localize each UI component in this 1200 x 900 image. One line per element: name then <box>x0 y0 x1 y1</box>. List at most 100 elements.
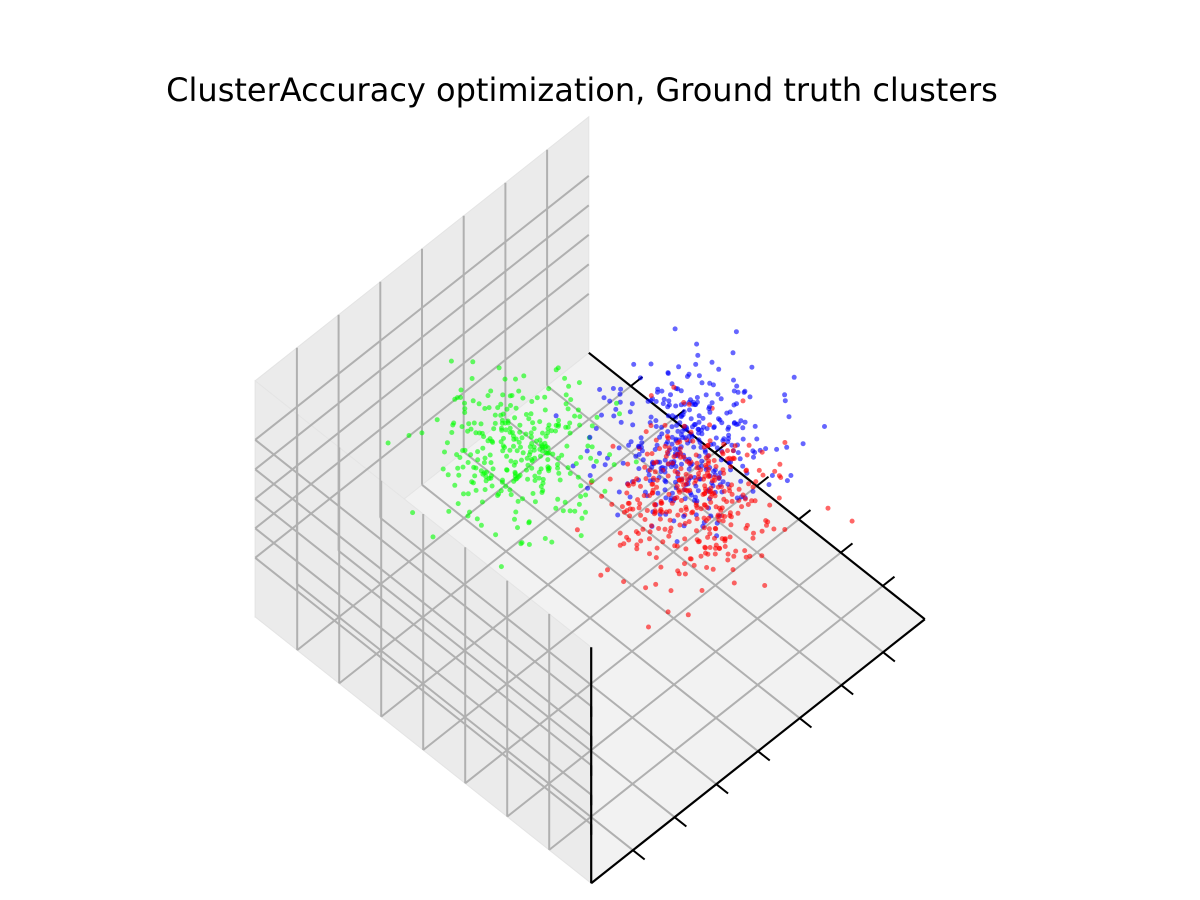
gridline-floor-y <box>337 550 676 818</box>
chart-title: ClusterAccuracy optimization, Ground tru… <box>166 71 998 109</box>
scatter-point <box>669 500 675 506</box>
gridline-z-ywall <box>254 468 592 737</box>
scatter-point <box>534 395 540 401</box>
scatter-point <box>462 406 468 412</box>
scatter-point <box>762 583 768 588</box>
scatter-point <box>693 502 699 508</box>
scatter-point <box>699 588 705 593</box>
scatter-point <box>713 435 719 441</box>
scatter-point <box>731 580 737 586</box>
scatter-point <box>540 430 545 436</box>
scatter-point <box>583 492 589 498</box>
scatter-point <box>477 430 482 436</box>
scatter-point <box>777 461 783 467</box>
scatter-point <box>731 388 737 394</box>
scatter-point <box>579 515 585 521</box>
scatter-point <box>542 394 548 400</box>
scatter-point <box>683 487 689 493</box>
scatter-point <box>520 395 526 401</box>
scatter-point <box>555 462 560 467</box>
scatter-point <box>694 460 700 466</box>
scatter-point <box>693 402 699 408</box>
scatter-point <box>624 490 630 496</box>
y-tick <box>799 717 813 729</box>
scatter-point <box>662 487 668 493</box>
scatter-point <box>692 494 698 500</box>
scatter-point <box>546 465 552 471</box>
scatter-point <box>526 520 532 526</box>
scatter-point <box>475 457 481 463</box>
scatter-point <box>740 398 746 404</box>
scatter-point <box>502 420 508 426</box>
scatter-point <box>562 375 568 381</box>
scatter-point <box>671 518 677 524</box>
scatter-point <box>709 359 715 365</box>
scatter-point <box>565 465 571 471</box>
scatter-point <box>668 588 674 594</box>
scatter-point <box>643 476 649 482</box>
scatter-point <box>406 433 412 438</box>
scatter-point <box>679 461 684 467</box>
scatter-point <box>525 476 531 482</box>
scatter-point <box>528 434 534 440</box>
scatter-point <box>617 399 623 405</box>
scatter-point <box>473 430 479 436</box>
scatter-point <box>658 469 664 475</box>
scatter-point <box>563 401 569 407</box>
scatter-point <box>549 539 555 545</box>
scatter-point <box>689 510 695 516</box>
scatter-point <box>735 510 741 516</box>
scatter-point <box>685 612 691 618</box>
scatter-point <box>538 453 543 459</box>
scatter-point <box>663 479 669 485</box>
scatter-point <box>681 513 687 519</box>
scatter-point <box>728 522 734 528</box>
scatter-point <box>667 517 673 523</box>
scatter-point <box>633 459 639 465</box>
scatter-point <box>479 499 485 505</box>
scatter-point <box>698 553 704 559</box>
scatter-point <box>529 457 535 462</box>
scatter-point <box>784 478 790 484</box>
scatter-point <box>648 393 654 399</box>
scatter-point <box>508 458 514 464</box>
scatter-point <box>728 464 734 470</box>
scatter-point <box>665 461 671 467</box>
scatter-point <box>553 505 559 511</box>
scatter-point <box>822 424 827 429</box>
scatter-point <box>656 526 662 531</box>
scatter-point <box>668 392 673 398</box>
scatter-point <box>502 444 507 450</box>
scatter-point <box>567 508 573 514</box>
scatter-point <box>546 386 552 392</box>
scatter-point <box>466 421 472 427</box>
scatter-point <box>468 452 474 458</box>
scatter-point <box>686 466 692 472</box>
scatter-point <box>470 398 476 404</box>
scatter-point <box>696 419 702 425</box>
scatter-point <box>681 454 687 460</box>
scatter-point <box>462 400 467 406</box>
x-tick <box>840 542 854 554</box>
scatter-point <box>701 424 706 430</box>
scatter-point <box>722 544 728 549</box>
scatter-point <box>693 478 699 483</box>
scatter-point <box>729 491 735 497</box>
scatter-point <box>686 519 692 525</box>
scatter-point <box>702 483 708 489</box>
scatter-point <box>740 425 746 431</box>
scatter-point <box>519 457 524 463</box>
scatter-point <box>720 518 726 524</box>
scatter-point <box>635 497 641 503</box>
scatter-point <box>696 413 702 419</box>
scatter-point <box>727 510 733 516</box>
scatter-point <box>653 459 659 465</box>
scatter-point <box>696 373 702 379</box>
scatter-point <box>637 375 643 381</box>
x-tick <box>882 575 896 587</box>
scatter-point <box>672 326 678 332</box>
scatter-point <box>653 555 659 561</box>
scatter-point <box>651 475 656 481</box>
gridline-z-xwall <box>254 175 590 441</box>
scatter-point <box>662 526 668 532</box>
